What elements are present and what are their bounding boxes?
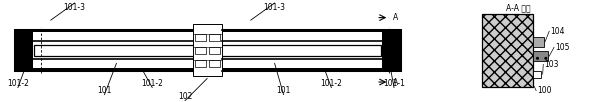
Text: 101-2: 101-2 <box>141 79 163 88</box>
Bar <box>533 71 541 78</box>
Text: A-A 剖面: A-A 剖面 <box>506 4 531 13</box>
Text: 101: 101 <box>97 86 112 95</box>
Text: 101-1: 101-1 <box>383 79 405 88</box>
Bar <box>389 30 400 70</box>
Bar <box>482 14 533 87</box>
Text: 101-3: 101-3 <box>64 3 85 12</box>
Bar <box>33 32 382 68</box>
Text: 101-2: 101-2 <box>7 79 29 88</box>
Bar <box>210 34 220 41</box>
Bar <box>210 60 220 67</box>
Bar <box>195 60 206 67</box>
Bar <box>15 30 400 70</box>
Text: 104: 104 <box>550 27 565 36</box>
Text: A: A <box>393 13 398 22</box>
Bar <box>34 45 381 56</box>
Text: 102: 102 <box>178 92 192 101</box>
Bar <box>15 30 26 70</box>
Text: 100: 100 <box>537 86 552 95</box>
Bar <box>195 34 206 41</box>
Text: 105: 105 <box>555 43 570 52</box>
Text: 101: 101 <box>276 86 291 95</box>
Bar <box>533 37 544 47</box>
Bar <box>193 24 222 76</box>
Text: A: A <box>393 78 398 86</box>
Bar <box>210 47 220 54</box>
Text: 101-3: 101-3 <box>264 3 285 12</box>
Text: 101-2: 101-2 <box>321 79 342 88</box>
Bar <box>533 51 548 61</box>
Text: 103: 103 <box>544 60 559 69</box>
Bar <box>195 47 206 54</box>
